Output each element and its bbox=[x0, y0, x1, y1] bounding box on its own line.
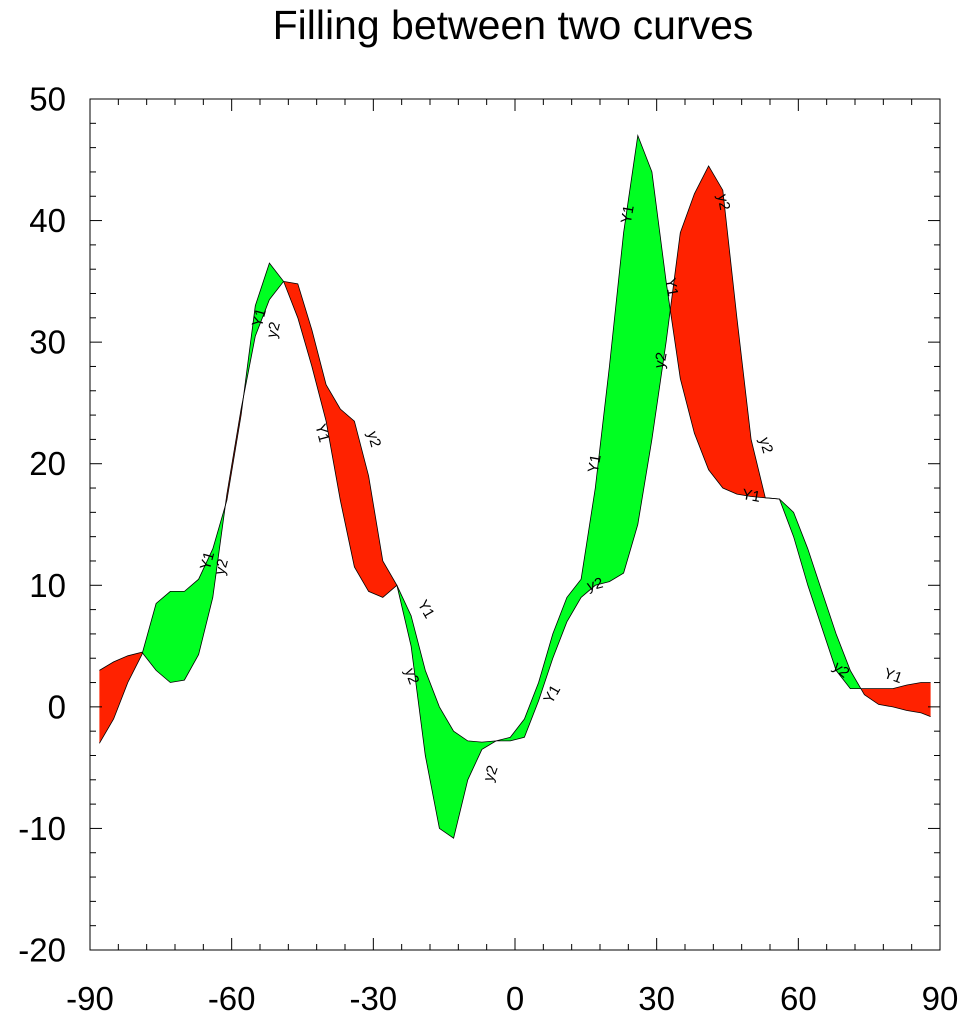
fill-region-1 bbox=[142, 505, 226, 683]
y-tick-label: 10 bbox=[29, 567, 66, 604]
x-tick-labels: -90 -60 -30 0 30 60 90 bbox=[66, 980, 958, 1016]
curve-label-y2: y2 bbox=[480, 763, 501, 784]
curve-label-y2: y2 bbox=[714, 193, 733, 212]
y-tick-labels: -20 -10 0 10 20 30 40 50 bbox=[18, 81, 66, 969]
curve-label-y1: Y1 bbox=[311, 422, 332, 444]
y-tick-label: 30 bbox=[29, 324, 66, 361]
curve-label-y1: Y1 bbox=[585, 453, 605, 474]
fill-region-4 bbox=[283, 281, 397, 598]
curve-label-y1: Y1 bbox=[197, 550, 218, 572]
curve-label-y1: Y1 bbox=[540, 682, 564, 706]
x-tick-label: 60 bbox=[780, 980, 817, 1016]
fill-region-0 bbox=[99, 652, 143, 744]
curve-label-y1: Y1 bbox=[661, 277, 681, 298]
curve-label-y2: y2 bbox=[211, 557, 232, 577]
y-tick-label: 20 bbox=[29, 445, 66, 482]
y-tick-label: 0 bbox=[48, 688, 66, 725]
curve-line-2 bbox=[99, 165, 931, 839]
curve-label-y1: Y1 bbox=[741, 486, 762, 506]
curve-label-y1: Y1 bbox=[881, 665, 904, 687]
curve-label-y2: y2 bbox=[651, 351, 670, 370]
y-tick-label: 40 bbox=[29, 202, 66, 239]
fill-region-8 bbox=[860, 682, 931, 717]
curve-label-y2: y2 bbox=[401, 666, 422, 687]
curve-label-y2: y2 bbox=[756, 436, 777, 456]
curve-label-y2: y2 bbox=[364, 429, 385, 449]
x-tick-label: 0 bbox=[506, 980, 524, 1016]
fill-region-5 bbox=[396, 135, 671, 839]
y-tick-label: -20 bbox=[18, 932, 66, 969]
x-tick-label: -90 bbox=[66, 980, 114, 1016]
x-tick-label: 30 bbox=[638, 980, 675, 1016]
y-tick-label: -10 bbox=[18, 810, 66, 847]
curve-label-y2: y2 bbox=[263, 320, 284, 340]
x-tick-label: -60 bbox=[208, 980, 256, 1016]
x-tick-label: -30 bbox=[349, 980, 397, 1016]
curve-label-y1: Y1 bbox=[414, 597, 438, 621]
curve-lines bbox=[99, 133, 931, 839]
axis-ticks bbox=[89, 98, 941, 951]
chart-title: Filling between two curves bbox=[272, 2, 754, 48]
curve-label-y1: Y1 bbox=[618, 204, 638, 225]
curve-line-1 bbox=[99, 133, 931, 744]
x-tick-label: 90 bbox=[922, 980, 959, 1016]
curve-label-y2: y2 bbox=[585, 575, 605, 596]
fill-regions bbox=[99, 135, 931, 839]
plot-frame bbox=[89, 98, 941, 951]
curve-label-y1: Y1 bbox=[249, 307, 270, 329]
fill-region-6 bbox=[670, 165, 766, 498]
fill-region-7 bbox=[765, 497, 861, 689]
y-tick-label: 50 bbox=[29, 81, 66, 118]
